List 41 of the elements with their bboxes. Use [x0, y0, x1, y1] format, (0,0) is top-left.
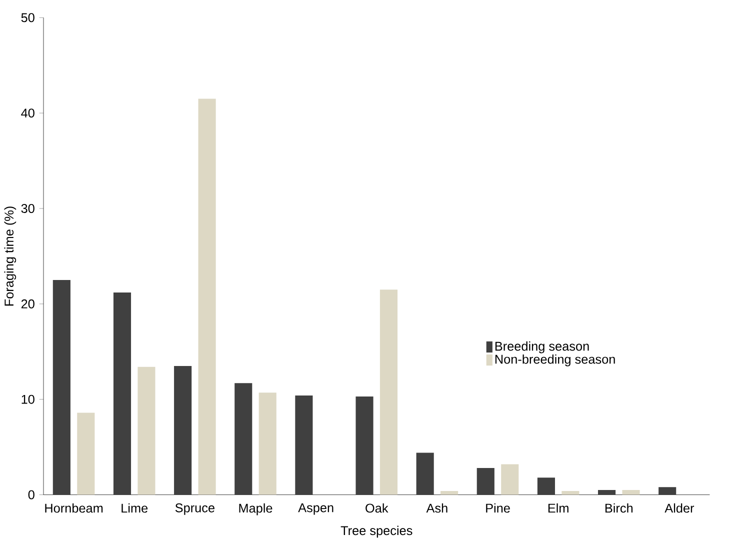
- bar: [501, 464, 519, 495]
- bar: [658, 487, 676, 495]
- x-tick-label: Hornbeam: [45, 503, 103, 513]
- y-tick-label: 30: [21, 204, 34, 214]
- bar: [198, 98, 216, 495]
- bar: [138, 366, 156, 495]
- x-axis-title: Tree species: [340, 526, 412, 538]
- bar: [537, 478, 555, 495]
- x-tick-label: Maple: [239, 503, 272, 516]
- bar: [562, 491, 580, 495]
- x-tick-label: Aspen: [298, 503, 334, 515]
- y-tick-label: 10: [22, 394, 34, 404]
- x-tick-label: Birch: [605, 503, 633, 513]
- x-tick-label: Ash: [426, 503, 448, 513]
- x-tick-label: Spruce: [175, 503, 214, 515]
- x-tick-label: Lime: [122, 503, 148, 513]
- x-tick-label: Oak: [366, 503, 388, 513]
- bar: [476, 468, 494, 495]
- bar: [295, 396, 313, 495]
- y-tick-label: 40: [21, 108, 34, 118]
- bar: [77, 412, 95, 495]
- legend-label: Non-breeding season: [495, 354, 615, 366]
- y-axis-title: Foraging time (%): [4, 206, 16, 306]
- bar: [416, 452, 434, 495]
- bar: [113, 292, 132, 495]
- x-tick-label: Pine: [486, 503, 510, 513]
- y-tick-label: 50: [21, 13, 34, 22]
- bar: [174, 366, 192, 495]
- bar: [440, 491, 458, 495]
- bar: [380, 290, 398, 495]
- y-tick-label: 0: [28, 490, 34, 500]
- bar: [52, 280, 70, 495]
- bar: [598, 490, 616, 495]
- legend-label: Breeding season: [495, 341, 589, 354]
- bar: [356, 396, 374, 495]
- x-tick-label: Alder: [664, 503, 694, 513]
- bar: [622, 490, 640, 495]
- y-tick-label: 20: [21, 299, 34, 308]
- bar: [234, 383, 252, 495]
- x-tick-label: Elm: [548, 503, 568, 513]
- bar: [258, 392, 276, 495]
